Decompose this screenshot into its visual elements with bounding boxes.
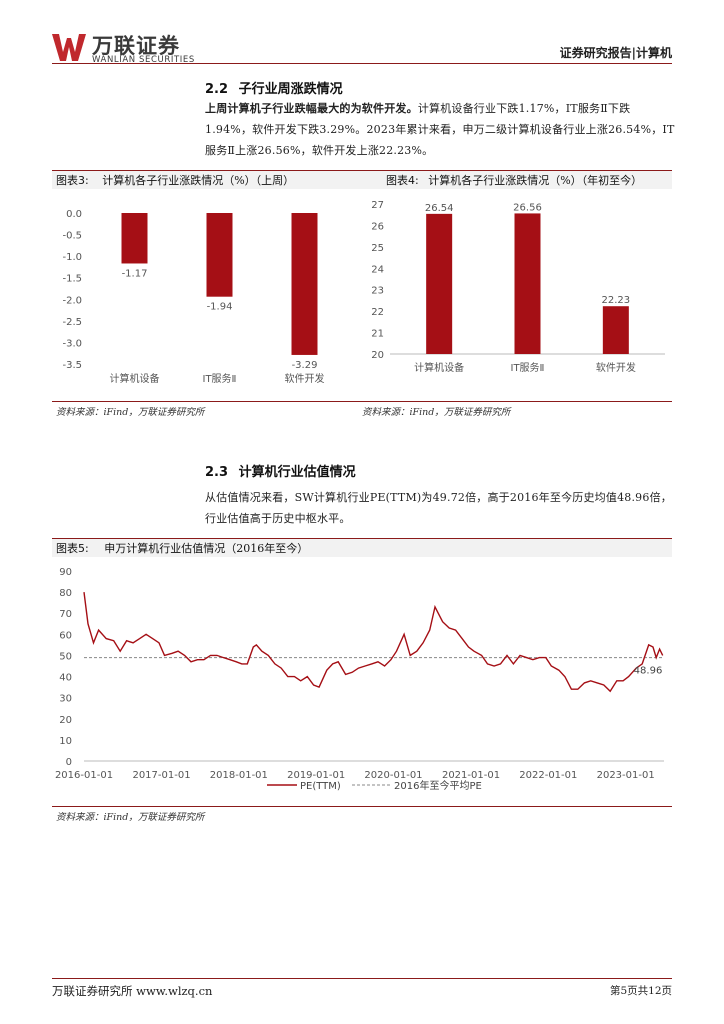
y-tick-label: 10: [59, 736, 72, 747]
x-tick-label: 2021-01-01: [442, 770, 500, 781]
y-tick-label: 40: [59, 673, 72, 684]
bar: [426, 213, 453, 354]
wanlian-logo-icon: [52, 32, 86, 62]
bar: [602, 306, 629, 354]
y-tick-label: -2.5: [62, 317, 82, 328]
fig4-source: 资料来源：iFind，万联证券研究所: [362, 407, 511, 418]
section-paragraph: 从估值情况来看，SW计算机行业PE(TTM)为49.72倍，高于2016年至今历…: [205, 491, 672, 525]
y-tick-label: -1.0: [62, 252, 82, 263]
y-tick-label: -0.5: [62, 231, 82, 242]
bar-value-label: -1.17: [122, 268, 148, 279]
x-tick-label: 2016-01-01: [55, 770, 113, 781]
x-tick-label: 2018-01-01: [210, 770, 268, 781]
bar: [514, 213, 541, 354]
lead-sentence: 上周计算机子行业跌幅最大的为软件开发。: [205, 102, 418, 115]
y-tick-label: 90: [59, 567, 72, 578]
fig3-label: 图表3:: [56, 174, 89, 187]
y-tick-label: -3.0: [62, 338, 82, 349]
fig5-source: 资料来源：iFind，万联证券研究所: [56, 812, 205, 823]
figure-bottom-rule: [52, 806, 672, 807]
x-tick-label: 2020-01-01: [364, 770, 422, 781]
pe-ttm-line: [83, 592, 664, 693]
weekly-change-bar-chart: 0.0 -0.5 -1.0 -1.5 -2.0 -2.5 -3.0 -3.5 -1.17 -1.…: [62, 209, 325, 385]
y-tick-label: 60: [59, 630, 72, 641]
section-title: 子行业周涨跌情况: [238, 82, 343, 97]
logo-name: 万联证券: [92, 34, 180, 58]
bar-value-label: 26.54: [425, 203, 454, 214]
fig4-title: 计算机各子行业涨跌情况（%）（年初至今）: [428, 174, 643, 187]
pe-valuation-line-chart: 90 80 70 60 50 40 30 20 10 0 2016-01-01 2017-01-01…: [55, 567, 664, 792]
category-label: 计算机设备: [414, 361, 464, 374]
y-tick-label: 30: [59, 694, 72, 705]
average-pe-value-label: 48.96: [634, 666, 663, 677]
figure-title-bar-3-4: 图表3: 计算机各子行业涨跌情况（%）（上周） 图表4: 计算机各子行业涨跌情况…: [52, 170, 672, 189]
y-tick-label: 24: [371, 264, 384, 275]
section-number: 2.2: [205, 82, 229, 97]
category-label: 软件开发: [596, 361, 636, 374]
y-tick-label: 26: [371, 221, 384, 232]
y-tick-label: -3.5: [62, 360, 82, 371]
bar-value-label: 26.56: [513, 202, 542, 213]
fig4-label: 图表4:: [386, 174, 419, 187]
x-tick-label: 2017-01-01: [132, 770, 190, 781]
fig4-caption: 图表4: 计算机各子行业涨跌情况（%）（年初至今）: [386, 171, 642, 190]
category-label: IT服务Ⅱ: [203, 372, 237, 385]
logo-english: WANLIAN SECURITIES: [92, 55, 195, 65]
y-tick-label: 20: [371, 350, 384, 361]
section-heading-2-3: 2.3 计算机行业估值情况: [205, 461, 356, 480]
x-tick-label: 2023-01-01: [597, 770, 655, 781]
bar: [291, 213, 318, 355]
fig3-caption: 图表3: 计算机各子行业涨跌情况（%）（上周）: [56, 171, 294, 190]
page-number: 第5页共12页: [609, 985, 672, 997]
fig3-source: 资料来源：iFind，万联证券研究所: [56, 407, 205, 418]
bar-value-label: -3.29: [292, 360, 318, 371]
category-label: 软件开发: [285, 372, 325, 385]
fig5-title: 申万计算机行业估值情况（2016年至今）: [104, 542, 309, 555]
ytd-change-bar-chart: 27 26 25 24 23 22 21 20 26.54 26.56 22.23 计算机设备 IT…: [371, 200, 665, 374]
y-tick-label: 0.0: [66, 209, 82, 220]
x-tick-label: 2019-01-01: [287, 770, 345, 781]
y-tick-label: 22: [371, 307, 384, 318]
figure-title-bar-5: 图表5: 申万计算机行业估值情况（2016年至今）: [52, 538, 672, 557]
section-number: 2.3: [205, 465, 229, 480]
footer-divider: [52, 978, 672, 979]
legend-label-pe: PE(TTM): [300, 781, 341, 792]
section-paragraph: 上周计算机子行业跌幅最大的为软件开发。计算机设备行业下跌1.17%，IT服务Ⅱ下…: [205, 98, 675, 161]
chart-legend: PE(TTM) 2016年至今平均PE: [267, 779, 482, 792]
figure-bottom-rule: [52, 401, 672, 402]
category-label: 计算机设备: [110, 372, 160, 385]
y-tick-label: 21: [371, 329, 384, 340]
fig5-label: 图表5:: [56, 542, 89, 555]
y-tick-label: -1.5: [62, 274, 82, 285]
section-heading-2-2: 2.2 子行业周涨跌情况: [205, 78, 343, 97]
bar: [121, 213, 148, 264]
y-tick-label: 27: [371, 200, 384, 211]
bar-value-label: -1.94: [207, 302, 233, 313]
y-tick-label: 70: [59, 609, 72, 620]
y-tick-label: 0: [66, 757, 72, 768]
category-label: IT服务Ⅱ: [511, 361, 545, 374]
footer-website: 万联证券研究所 www.wlzq.cn: [52, 984, 213, 998]
y-tick-label: -2.0: [62, 295, 82, 306]
report-type: 证券研究报告|计算机: [559, 46, 672, 60]
header-divider: [52, 63, 672, 64]
y-tick-label: 25: [371, 243, 384, 254]
x-tick-label: 2022-01-01: [519, 770, 577, 781]
y-tick-label: 50: [59, 651, 72, 662]
y-tick-label: 80: [59, 588, 72, 599]
bar-value-label: 22.23: [602, 295, 631, 306]
fig3-title: 计算机各子行业涨跌情况（%）（上周）: [102, 174, 295, 187]
legend-label-average: 2016年至今平均PE: [394, 779, 482, 792]
section-title: 计算机行业估值情况: [238, 465, 356, 480]
y-tick-label: 20: [59, 715, 72, 726]
body-text: 计算机设备行业下跌1.17%，IT服务Ⅱ下跌1.94%，软件开发下跌3.29%。…: [205, 102, 675, 157]
bar: [206, 213, 233, 297]
y-tick-label: 23: [371, 286, 384, 297]
